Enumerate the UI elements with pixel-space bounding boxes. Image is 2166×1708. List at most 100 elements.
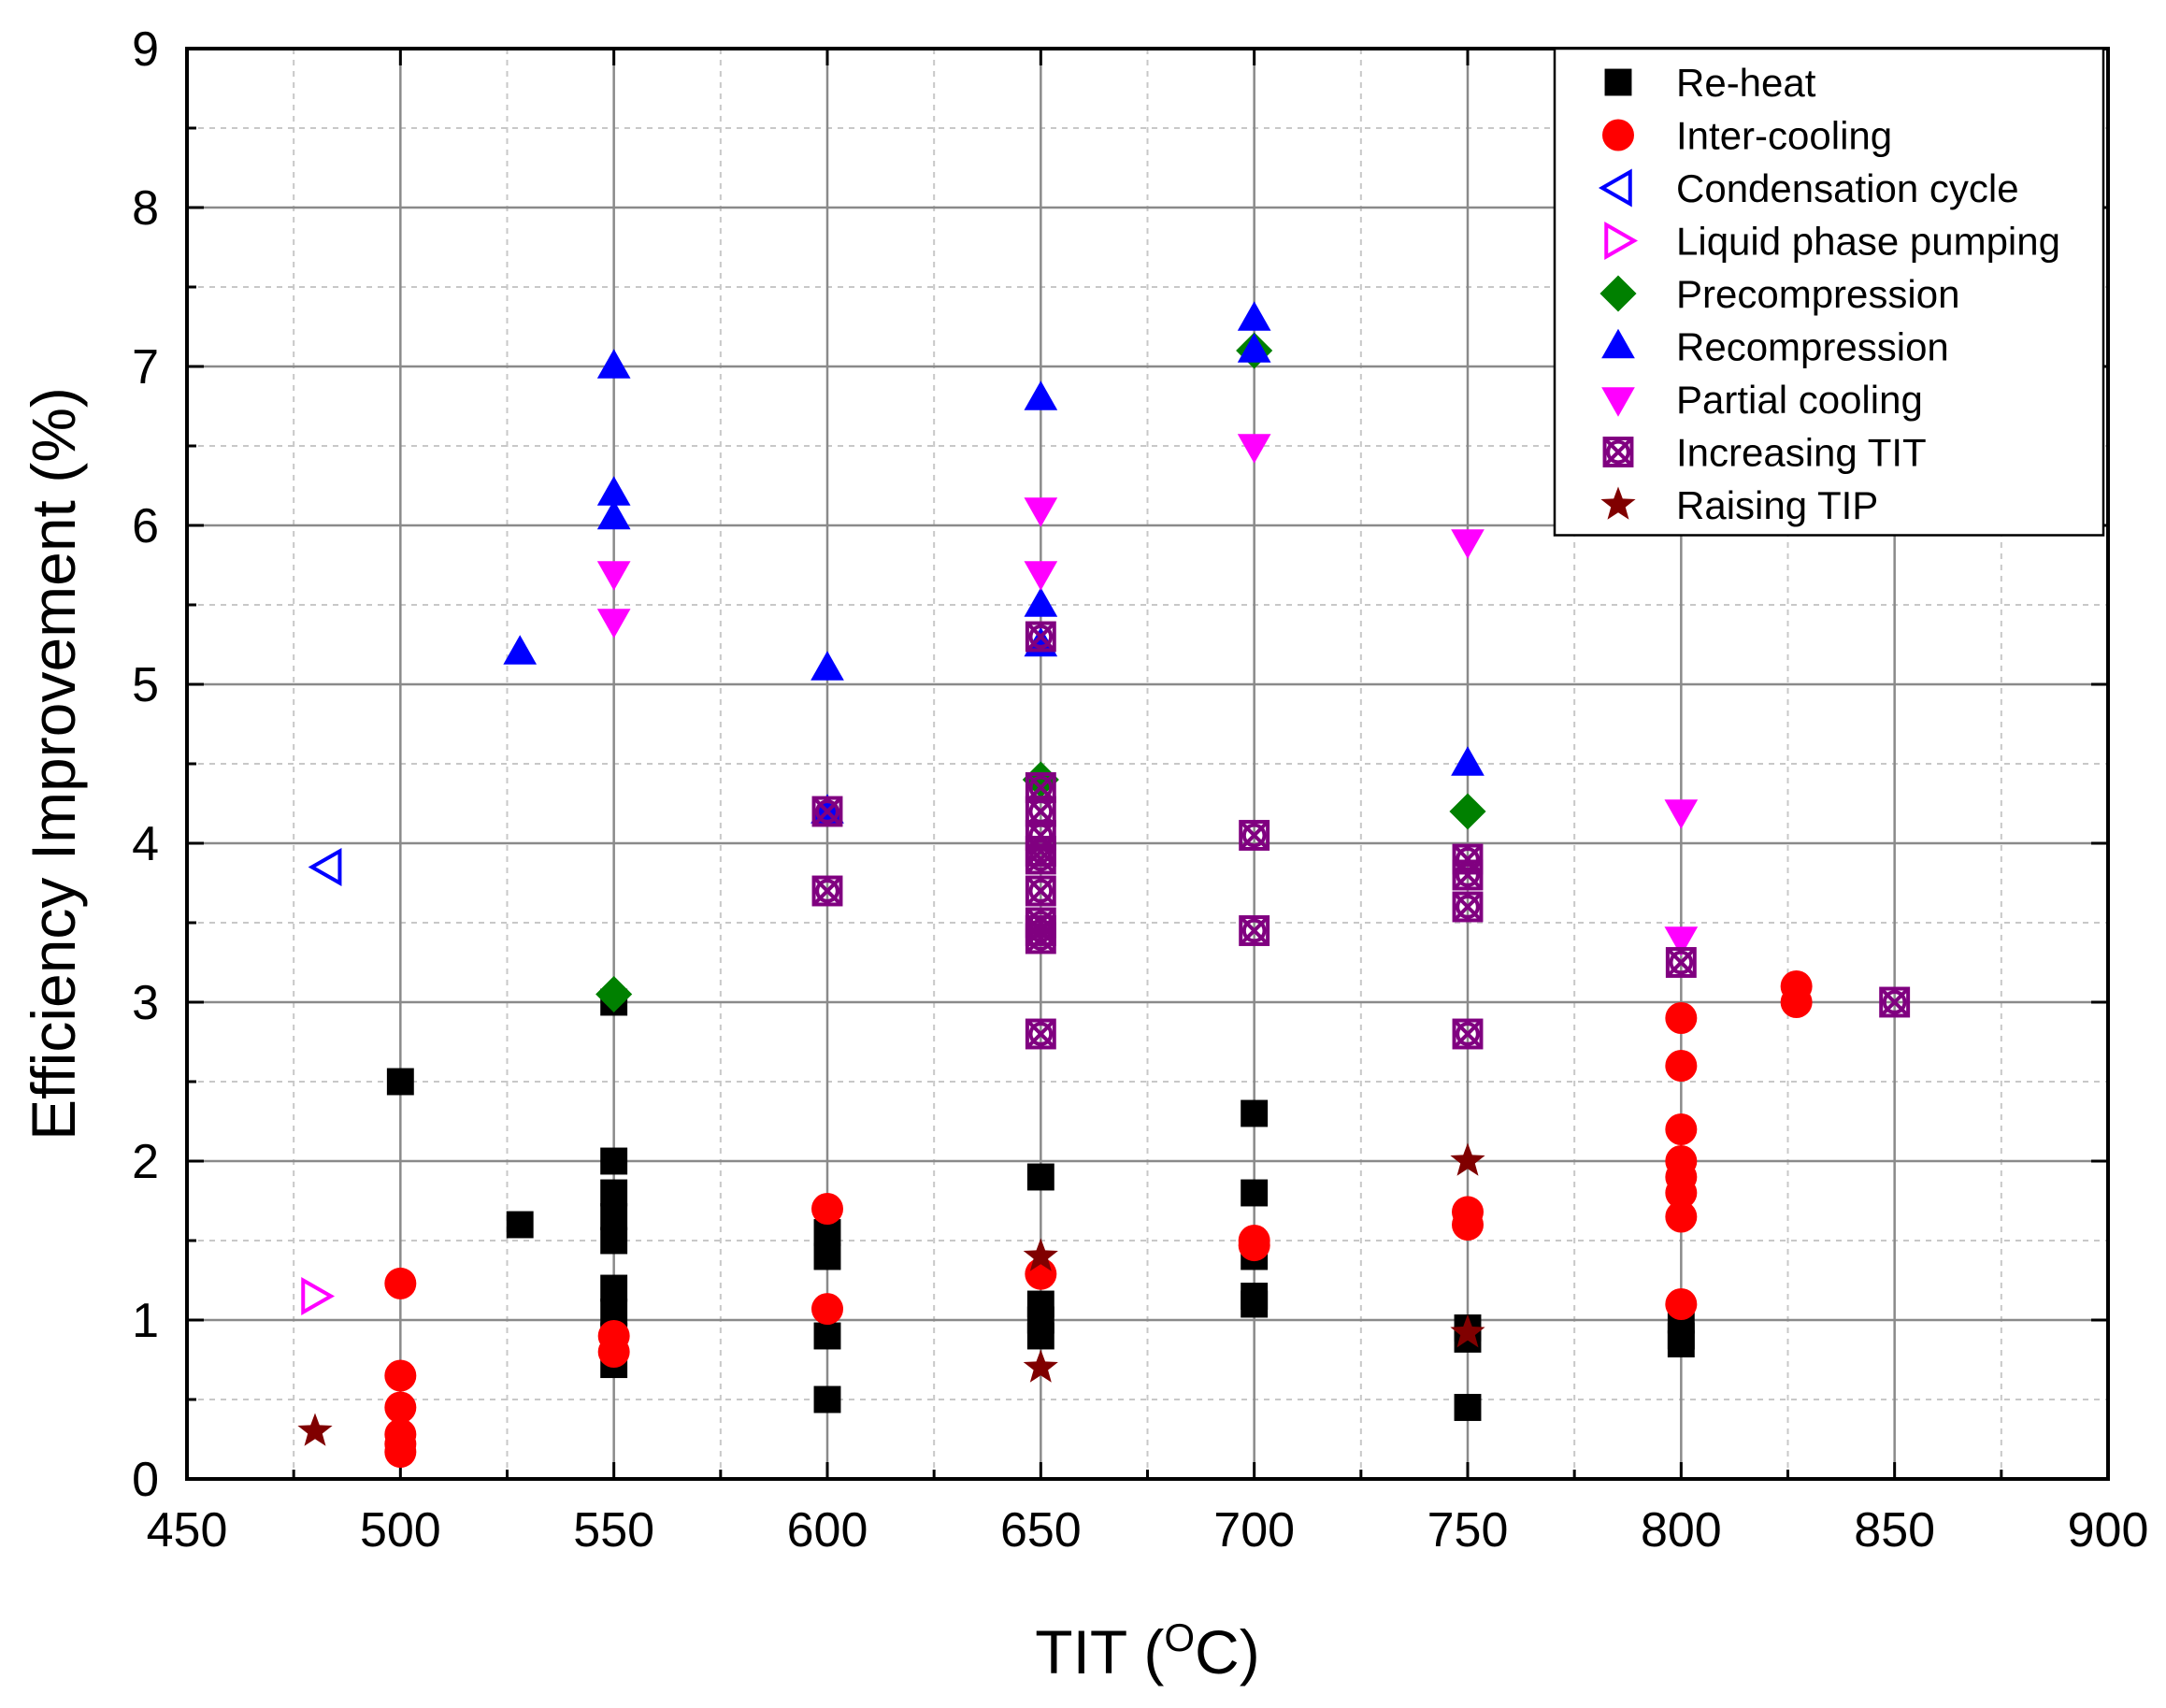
data-point-inter-cooling xyxy=(1665,1002,1698,1034)
x-tick-label: 450 xyxy=(147,1503,228,1557)
data-point-re-heat xyxy=(600,1147,628,1175)
x-tick-label: 600 xyxy=(787,1503,868,1557)
x-tick-label: 500 xyxy=(360,1503,441,1557)
marker-cross-b xyxy=(1026,1019,1056,1049)
data-point-re-heat xyxy=(600,1203,628,1230)
marker-cross-b xyxy=(1026,622,1056,652)
marker-square xyxy=(1025,1018,1056,1050)
legend-marker-raising-tip xyxy=(1600,486,1636,520)
data-point-raising-tip xyxy=(1450,1314,1485,1348)
data-point-increasing-tit xyxy=(811,796,843,827)
data-point-recompression xyxy=(596,349,631,379)
marker-cross-b xyxy=(1666,947,1697,978)
marker-square xyxy=(1452,859,1484,891)
legend-item-precompression: Precompression xyxy=(1599,272,1959,316)
marker-circle xyxy=(1882,990,1907,1014)
series-increasing-tit xyxy=(811,621,1911,1050)
legend-marker-partial-cooling xyxy=(1601,387,1635,417)
data-point-increasing-tit xyxy=(1452,891,1484,923)
marker-circle xyxy=(815,879,839,903)
marker-cross-b xyxy=(812,797,842,826)
x-tick-label: 550 xyxy=(573,1503,654,1557)
data-point-inter-cooling xyxy=(384,1359,417,1392)
data-point-inter-cooling xyxy=(1665,1200,1698,1233)
data-point-partial-cooling xyxy=(1451,529,1485,559)
marker-cross-b xyxy=(1879,987,1910,1017)
y-tick-label: 2 xyxy=(132,1135,159,1189)
x-tick-label: 700 xyxy=(1213,1503,1295,1557)
data-point-recompression xyxy=(503,635,538,665)
marker-cross-b xyxy=(1239,820,1269,851)
data-point-re-heat xyxy=(1241,1290,1269,1318)
legend-label: Re-heat xyxy=(1676,61,1816,105)
data-point-increasing-tit xyxy=(1665,947,1697,978)
marker-cross-b xyxy=(812,876,842,906)
legend-label: Precompression xyxy=(1676,272,1959,316)
x-tick-label: 850 xyxy=(1854,1503,1935,1557)
legend-item-liquid-phase-pumping: Liquid phase pumping xyxy=(1604,220,2060,264)
legend-item-partial-cooling: Partial cooling xyxy=(1601,378,1923,422)
marker-circle xyxy=(1456,863,1480,887)
marker-circle xyxy=(1028,879,1054,903)
points-layer xyxy=(297,301,1911,1469)
legend-marker-inter-cooling xyxy=(1602,119,1634,151)
data-point-re-heat xyxy=(600,1274,628,1302)
data-point-increasing-tit xyxy=(1025,875,1056,907)
y-tick-label: 4 xyxy=(132,817,159,871)
data-point-recompression xyxy=(1024,380,1058,410)
data-point-re-heat xyxy=(600,1227,628,1255)
marker-cross-b xyxy=(1026,876,1056,906)
data-point-re-heat xyxy=(1241,1099,1269,1127)
data-point-re-heat xyxy=(600,1179,628,1207)
data-point-condensation-cycle xyxy=(308,848,342,886)
marker-circle xyxy=(1456,847,1480,871)
data-point-partial-cooling xyxy=(1237,434,1271,464)
data-point-re-heat xyxy=(813,1385,841,1414)
marker-cross-b xyxy=(1453,892,1483,922)
data-point-recompression xyxy=(596,476,631,506)
legend-marker-liquid-phase-pumping xyxy=(1604,222,1639,260)
data-point-raising-tip xyxy=(297,1413,333,1446)
marker-square xyxy=(1239,820,1270,851)
marker-cross-b xyxy=(1453,860,1483,890)
data-point-re-heat xyxy=(1026,1322,1054,1350)
data-point-recompression xyxy=(1451,746,1485,776)
marker-circle xyxy=(1241,823,1267,848)
legend-item-re-heat: Re-heat xyxy=(1604,61,1816,105)
marker-square xyxy=(1025,843,1056,875)
data-point-increasing-tit xyxy=(1452,859,1484,891)
data-point-inter-cooling xyxy=(384,1436,417,1469)
data-point-increasing-tit xyxy=(811,875,843,907)
data-point-re-heat xyxy=(813,1242,841,1270)
legend-label: Increasing TIT xyxy=(1676,431,1927,475)
y-tick-label: 9 xyxy=(132,22,159,77)
marker-square xyxy=(811,796,843,827)
marker-circle xyxy=(815,799,839,824)
series-liquid-phase-pumping xyxy=(301,1277,336,1315)
data-point-inter-cooling xyxy=(1780,986,1813,1018)
y-tick-label: 7 xyxy=(132,340,159,395)
data-point-inter-cooling xyxy=(1665,1050,1698,1082)
data-point-re-heat xyxy=(813,1322,841,1350)
y-tick-label: 3 xyxy=(132,976,159,1030)
y-tick-label: 0 xyxy=(132,1453,159,1507)
marker-cross-b xyxy=(1026,924,1056,954)
data-point-inter-cooling xyxy=(811,1293,843,1326)
series-condensation-cycle xyxy=(308,848,342,886)
marker-circle xyxy=(1241,918,1267,943)
marker-square xyxy=(1665,947,1697,978)
marker-square xyxy=(1452,1018,1484,1050)
legend-label: Raising TIP xyxy=(1676,483,1878,527)
marker-cross-b xyxy=(1026,844,1056,874)
data-point-inter-cooling xyxy=(1665,1113,1698,1145)
marker-square xyxy=(1879,986,1911,1018)
marker-square xyxy=(1602,437,1634,467)
legend-label: Partial cooling xyxy=(1676,378,1923,422)
marker-circle xyxy=(1669,950,1694,975)
data-point-re-heat xyxy=(1026,1163,1054,1191)
legend-item-condensation-cycle: Condensation cycle xyxy=(1598,166,2019,210)
data-point-re-heat xyxy=(506,1211,534,1239)
legend-marker-recompression xyxy=(1601,328,1635,359)
data-point-raising-tip xyxy=(1450,1142,1485,1176)
